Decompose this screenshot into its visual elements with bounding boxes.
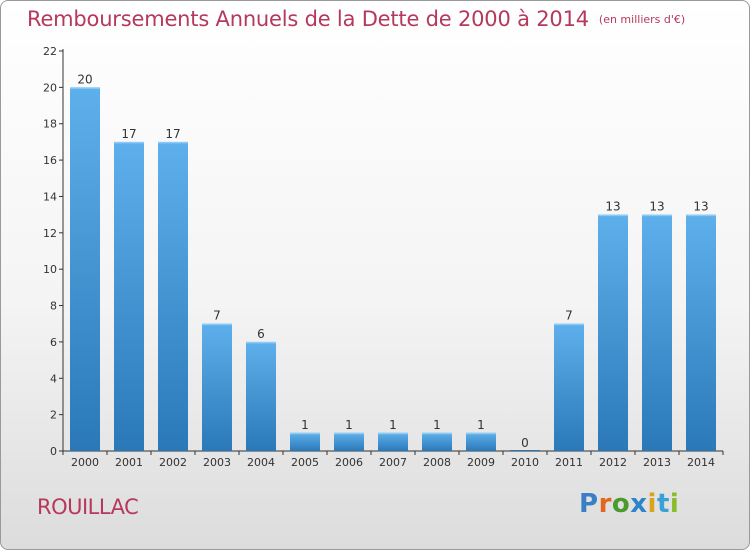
data-label-2011: 7 [565,309,573,323]
data-label-2000: 20 [77,72,92,86]
chart-data-labels: 20 17 17 7 6 1 1 1 1 1 0 7 13 13 13 [77,72,708,450]
bar-highlight-2004 [246,341,276,344]
x-tick-label: 2001 [115,456,143,469]
location-label: ROUILLAC [37,495,139,519]
data-label-2013: 13 [649,200,664,214]
y-tick-label: 8 [50,300,57,313]
data-label-2012: 13 [605,200,620,214]
y-tick-label: 14 [43,190,57,203]
data-label-2002: 17 [165,127,180,141]
chart-unit: (en milliers d'€) [598,13,686,26]
proxiti-logo: Proxiti [579,489,680,519]
data-label-2004: 6 [257,327,265,341]
bar-2000 [70,87,100,451]
y-tick-label: 22 [43,45,57,58]
y-tick-label: 4 [50,372,57,385]
x-tick-label: 2009 [467,456,495,469]
x-tick-label: 2010 [511,456,539,469]
bar-2012 [598,214,628,451]
chart-title: Remboursements Annuels de la Dette de 20… [27,7,685,31]
bar-2014 [686,214,716,451]
bar-highlight-2014 [686,214,716,217]
y-tick-label: 0 [50,445,57,458]
chart-bars [70,87,716,451]
x-tick-label: 2013 [643,456,671,469]
x-tick-label: 2006 [335,456,363,469]
bar-highlight-2006 [334,432,364,435]
bar-2003 [202,323,232,451]
data-label-2003: 7 [213,309,221,323]
bar-2002 [158,141,188,451]
bar-2006 [334,432,364,451]
bar-highlight-2009 [466,432,496,435]
bar-2011 [554,323,584,451]
bar-highlight-2008 [422,432,452,435]
data-label-2005: 1 [301,418,309,432]
bar-2007 [378,432,408,451]
x-tick-label: 2004 [247,456,275,469]
data-label-2014: 13 [693,200,708,214]
x-tick-label: 2008 [423,456,451,469]
y-tick-label: 2 [50,409,57,422]
bar-2004 [246,341,276,451]
bar-highlight-2007 [378,432,408,435]
x-tick-label: 2002 [159,456,187,469]
bar-highlight-2013 [642,214,672,217]
y-tick-label: 18 [43,118,57,131]
x-tick-label: 2005 [291,456,319,469]
y-tick-label: 12 [43,227,57,240]
y-tick-label: 10 [43,263,57,276]
x-tick-label: 2000 [71,456,99,469]
bar-highlight-2005 [290,432,320,435]
x-tick-label: 2011 [555,456,583,469]
bar-highlight-2001 [114,141,144,144]
data-label-2010: 0 [521,436,529,450]
bar-highlight-2003 [202,323,232,326]
bar-2001 [114,141,144,451]
y-tick-label: 20 [43,81,57,94]
data-label-2006: 1 [345,418,353,432]
data-label-2001: 17 [121,127,136,141]
bar-highlight-2002 [158,141,188,144]
x-tick-label: 2003 [203,456,231,469]
bar-2005 [290,432,320,451]
data-label-2008: 1 [433,418,441,432]
bar-highlight-2000 [70,87,100,89]
chart-title-text: Remboursements Annuels de la Dette de 20… [27,7,589,31]
data-label-2009: 1 [477,418,485,432]
bar-2009 [466,432,496,451]
x-tick-label: 2014 [687,456,715,469]
x-tick-label: 2007 [379,456,407,469]
y-tick-label: 16 [43,154,57,167]
y-tick-label: 6 [50,336,57,349]
bar-2008 [422,432,452,451]
bar-2013 [642,214,672,451]
x-tick-label: 2012 [599,456,627,469]
bar-highlight-2011 [554,323,584,326]
data-label-2007: 1 [389,418,397,432]
bar-highlight-2012 [598,214,628,217]
